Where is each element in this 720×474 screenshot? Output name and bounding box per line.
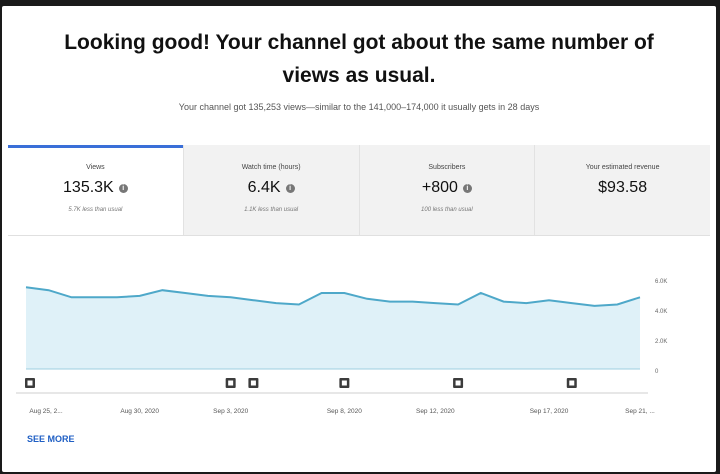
tab-views[interactable]: Views 135.3K i 5.7K less than usual [8,145,183,235]
tab-value: 135.3K [63,179,114,196]
tab-value: 6.4K [247,179,281,196]
x-tick-label: Aug 25, 2... [29,408,62,415]
see-more-link[interactable]: SEE MORE [27,434,75,444]
y-tick-label: 6.0K [655,279,667,285]
y-tick-label: 4.0K [655,309,667,315]
headline: Looking good! Your channel got about the… [2,26,716,92]
x-tick-label: Sep 3, 2020 [213,408,248,415]
x-tick-label: Sep 8, 2020 [327,408,362,415]
info-icon[interactable]: i [285,183,295,193]
x-tick-label: Sep 21, ... [625,408,655,415]
insight-card: Looking good! Your channel got about the… [2,6,716,472]
views-line [25,286,641,307]
headline-line-2: views as usual. [282,64,436,87]
tab-revenue[interactable]: Your estimated revenue $93.58 [534,145,710,235]
x-tick-label: Aug 30, 2020 [120,408,159,415]
tab-label: Views [86,164,105,171]
tab-label: Subscribers [428,164,466,171]
tab-value: +800 [421,179,458,196]
video-marker-icon [228,380,234,386]
video-marker-icon [27,380,33,386]
x-tick-label: Sep 12, 2020 [416,408,455,415]
views-area [26,287,640,369]
tab-comparison: 100 less than usual [421,207,473,213]
tab-watch-time[interactable]: Watch time (hours) 6.4K i 1.1K less than … [182,145,359,235]
tab-comparison: 1.1K less than usual [244,207,299,213]
tab-label: Your estimated revenue [585,164,660,171]
views-chart: 6.0K 4.0K 2.0K 0 Aug 25, 2... Aug 30, 2020 Sep… [16,279,667,415]
summary-text: Your channel got 135,253 views—similar t… [178,102,540,112]
tab-value: $93.58 [598,179,648,196]
y-tick-label: 0 [655,369,659,375]
tab-label: Watch time (hours) [241,164,301,171]
info-icon[interactable]: i [118,183,128,193]
metric-tabs: Views 135.3K i 5.7K less than usual Watch… [8,145,710,236]
y-tick-label: 2.0K [655,339,667,345]
x-tick-label: Sep 17, 2020 [530,408,569,415]
video-marker-icon [569,380,575,386]
info-icon[interactable]: i [462,183,472,193]
tab-subscribers[interactable]: Subscribers +800 i 100 less than usual [358,145,535,235]
video-marker-icon [341,380,347,386]
tab-comparison: 5.7K less than usual [68,207,123,213]
headline-line-1: Looking good! Your channel got about the… [64,31,654,54]
video-marker-icon [250,380,256,386]
video-marker-icon [455,380,461,386]
